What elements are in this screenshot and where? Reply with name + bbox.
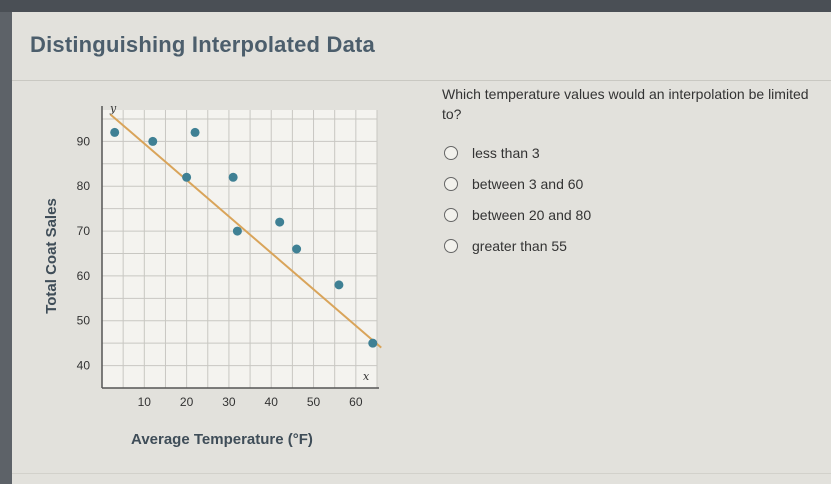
page-title: Distinguishing Interpolated Data: [30, 32, 375, 57]
radio-button[interactable]: [444, 208, 458, 222]
y-tick-label: 60: [77, 269, 91, 283]
data-point: [368, 338, 378, 348]
question-card: Distinguishing Interpolated Data y x 40 50 6…: [12, 12, 831, 484]
data-point: [232, 226, 242, 236]
x-tick-label: 40: [265, 395, 279, 409]
data-point: [334, 280, 344, 290]
scatter-chart: y x 40 50 60 70 80 90 10 20 30 40 50 60 Average Temper…: [43, 102, 382, 448]
title-divider: [12, 80, 831, 81]
x-axis-symbol: x: [363, 370, 370, 383]
radio-button[interactable]: [444, 146, 458, 160]
option-less-than-3[interactable]: less than 3: [444, 143, 540, 163]
data-point: [148, 136, 158, 146]
y-axis-symbol: y: [109, 102, 117, 115]
y-axis-label: Total Coat Sales: [43, 198, 60, 314]
radio-button[interactable]: [444, 239, 458, 253]
y-tick-label: 90: [77, 134, 91, 148]
x-tick-label: 60: [349, 395, 363, 409]
data-point: [110, 127, 120, 137]
option-greater-than-55[interactable]: greater than 55: [444, 236, 567, 256]
option-label: greater than 55: [472, 238, 567, 254]
question-text: Which temperature values would an interp…: [442, 86, 809, 122]
data-point: [275, 217, 285, 227]
trend-line: [109, 113, 382, 349]
x-axis-label: Average Temperature (°F): [131, 431, 313, 448]
x-tick-label: 20: [180, 395, 194, 409]
data-point: [292, 244, 302, 254]
option-label: between 20 and 80: [472, 207, 592, 223]
radio-button[interactable]: [444, 177, 458, 191]
y-tick-label: 80: [77, 179, 91, 193]
x-tick-label: 30: [222, 395, 236, 409]
y-tick-label: 40: [77, 359, 91, 373]
plot-background: [102, 110, 377, 388]
x-tick-label: 10: [138, 395, 152, 409]
option-label: less than 3: [472, 145, 540, 161]
y-tick-label: 70: [77, 224, 91, 238]
footer-divider: [12, 473, 831, 474]
window-top-bar: [0, 0, 831, 12]
data-point: [228, 172, 238, 182]
option-between-20-and-80[interactable]: between 20 and 80: [444, 205, 591, 225]
option-between-3-and-60[interactable]: between 3 and 60: [444, 174, 583, 194]
y-tick-label: 50: [77, 314, 91, 328]
data-point: [190, 127, 200, 137]
option-label: between 3 and 60: [472, 176, 584, 192]
data-point: [182, 172, 192, 182]
x-tick-label: 50: [307, 395, 321, 409]
